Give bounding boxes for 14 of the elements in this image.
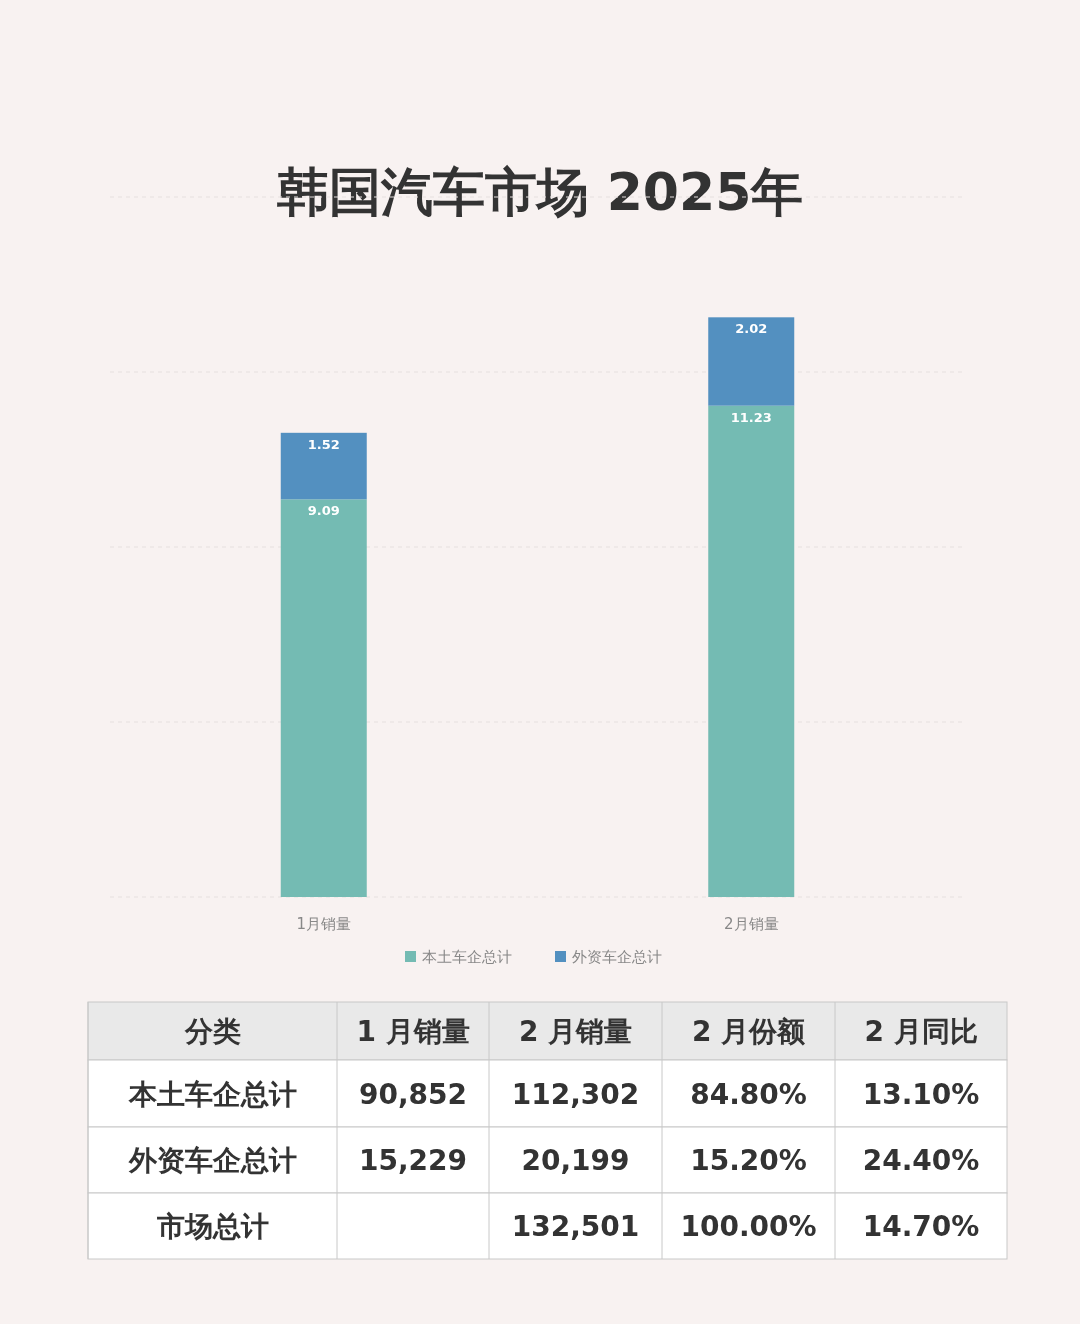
bar [280,432,367,500]
data-label: 9.09 [307,503,340,519]
bar [708,317,795,406]
x-tick-label: 2月销量 [723,915,779,933]
legend-label: 外资车企总计 [572,948,662,966]
table: 分类 1 月销量 2 月销量 2 月份额 2 月同比 本土车企总计 90,852 112,302 84.80% 13.10% 外资车企总计 15,229 20,199 15.20% 24.40% 市场总计 132,501 100.00% 14.70% [87,1001,1008,1260]
bar [280,499,367,897]
chart-title: 韩国汽车市场 2025年 [276,162,804,222]
data-label: 2.02 [735,321,768,337]
bar [708,405,795,897]
x-tick-label: 1月销量 [296,915,352,933]
data-label: 11.23 [730,409,772,425]
legend-label: 本土车企总计 [422,948,512,966]
data-label: 1.52 [307,436,340,452]
